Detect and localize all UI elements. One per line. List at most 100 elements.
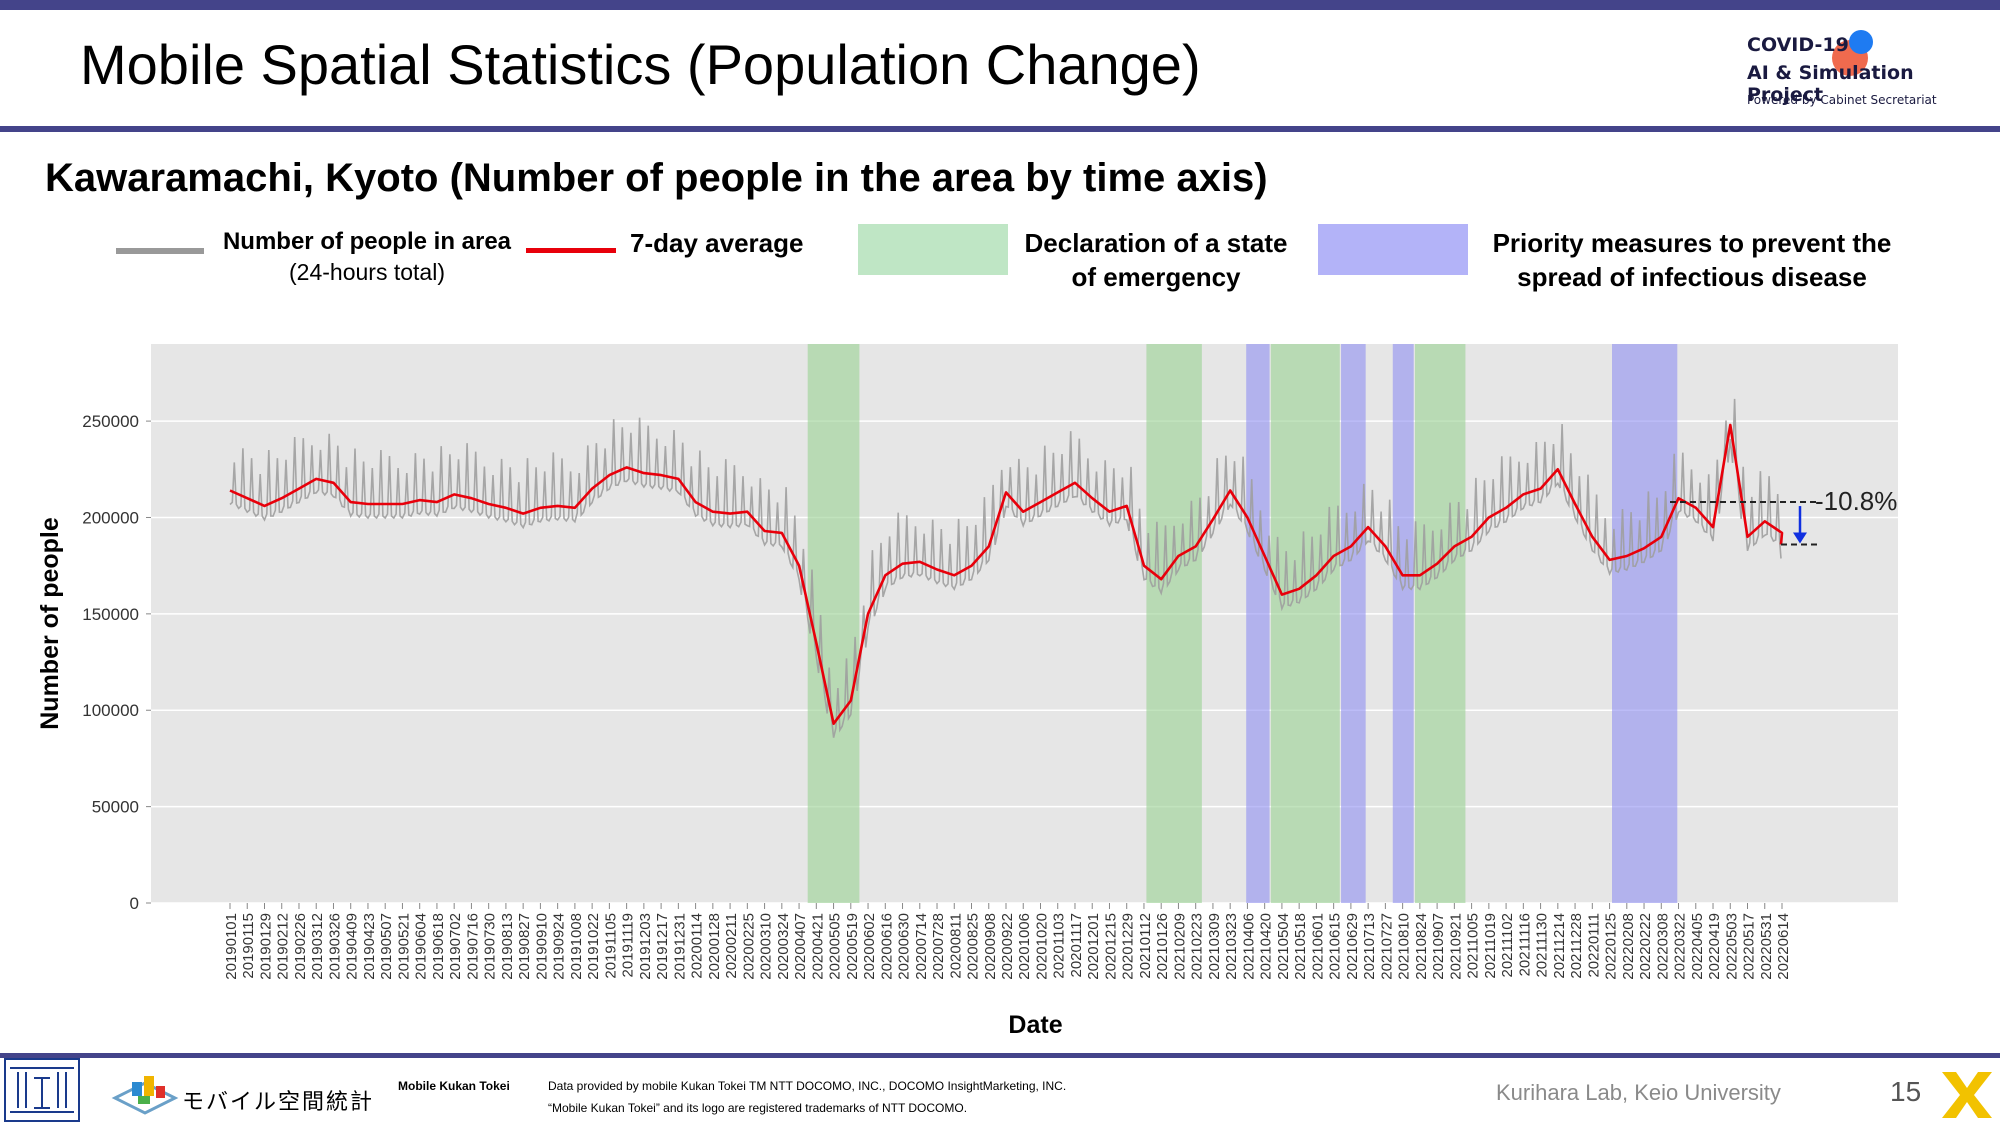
legend-emergency-label-line1: Declaration of a state — [1024, 228, 1288, 258]
x-tick-label: 20201103 — [1051, 913, 1068, 979]
x-tick-label: 20210713 — [1361, 913, 1378, 980]
x-tick-label: 20210601 — [1309, 913, 1326, 980]
x-tick-label: 20191022 — [585, 913, 602, 980]
page-number: 15 — [1890, 1076, 1922, 1107]
x-tick-label: 20200602 — [861, 913, 878, 980]
x-tick-label: 20200505 — [827, 913, 844, 980]
x-tick-label: 20210629 — [1344, 913, 1361, 980]
legend-emergency-label-line2: of emergency — [1071, 262, 1241, 292]
x-tick-label: 20190618 — [430, 913, 447, 980]
chart-subtitle: Kawaramachi, Kyoto (Number of people in … — [45, 156, 1268, 200]
legend-priority-label: Priority measures to prevent the spread … — [1474, 228, 1910, 293]
legend-avg-label: 7-day average — [630, 228, 830, 259]
x-tick-label: 20190827 — [516, 913, 533, 980]
legend-daily-line-swatch — [116, 248, 204, 254]
top-accent-bar — [0, 0, 2000, 10]
mobile-kukan-tokei-logo-icon — [111, 1076, 179, 1115]
annotation-arrow-head — [1793, 532, 1807, 544]
x-tick-label: 20210406 — [1240, 913, 1257, 980]
x-tick-label: 20200825 — [965, 913, 982, 980]
x-tick-label: 20200211 — [723, 913, 740, 979]
x-tick-label: 20191231 — [671, 913, 688, 980]
x-tick-label: 20200324 — [775, 913, 792, 980]
x-tick-label: 20211130 — [1534, 913, 1551, 978]
footer-credit-line2: “Mobile Kukan Tokei” and its logo are re… — [548, 1101, 968, 1115]
x-tick-label: 20190115 — [240, 913, 257, 979]
x-tick-label: 20200407 — [792, 913, 809, 980]
x-tick-label: 20210223 — [1189, 913, 1206, 980]
x-tick-label: 20220322 — [1672, 913, 1689, 980]
legend-priority-label-line2: spread of infectious disease — [1517, 262, 1867, 292]
x-tick-label: 20210518 — [1292, 913, 1309, 980]
x-tick-label: 20210112 — [1137, 913, 1154, 979]
x-tick-label: 20200728 — [930, 913, 947, 980]
legend-avg-line-swatch — [526, 248, 616, 253]
seven-day-average-series-line — [229, 423, 1784, 725]
x-tick-label: 20201229 — [1120, 913, 1137, 980]
x-tick-label: 20211214 — [1551, 913, 1568, 979]
x-tick-label: 20210126 — [1154, 913, 1171, 980]
x-tick-label: 20210323 — [1223, 913, 1240, 980]
logo-line3: Powered by Cabinet Secretariat — [1747, 93, 1937, 107]
x-tick-label: 20220531 — [1758, 913, 1775, 980]
x-tick-label: 20210615 — [1327, 913, 1344, 980]
x-tick-label: 20200310 — [758, 913, 775, 980]
y-axis-label: Number of people — [36, 517, 64, 730]
x-tick-label: 20200114 — [689, 913, 706, 979]
x-tick-label: 20210420 — [1258, 913, 1275, 980]
x-tick-label: 20211102 — [1499, 913, 1516, 978]
x-tick-label: 20190604 — [413, 913, 430, 980]
y-tick-label: 200000 — [82, 508, 139, 527]
x-tick-label: 20200225 — [740, 913, 757, 980]
annotation-label: -10.8% — [1815, 486, 1897, 516]
legend-avg-label-text: 7-day average — [630, 228, 804, 258]
x-tick-label: 20210309 — [1206, 913, 1223, 980]
priority-measures-period — [1246, 344, 1270, 903]
y-tick-label: 0 — [130, 894, 139, 913]
x-tick-label: 20190129 — [257, 913, 274, 980]
x-tick-label: 20190101 — [223, 913, 240, 980]
legend-daily-label-line2: (24-hours total) — [289, 259, 445, 285]
footer-divider — [0, 1053, 2000, 1058]
x-tick-label: 20210727 — [1378, 913, 1395, 980]
x-axis-label: Date — [1008, 1011, 1062, 1039]
x-tick-label: 20191105 — [602, 913, 619, 979]
emergency-period — [1414, 344, 1466, 903]
x-tick-label: 20220614 — [1775, 913, 1792, 980]
logo-circle-blue — [1849, 30, 1873, 54]
x-tick-label: 20200811 — [947, 913, 964, 979]
x-tick-label: 20201117 — [1068, 913, 1085, 978]
x-tick-label: 20200519 — [844, 913, 861, 980]
x-tick-label: 20191008 — [568, 913, 585, 980]
x-tick-label: 20191217 — [654, 913, 671, 980]
priority-measures-period — [1612, 344, 1678, 903]
x-tick-label: 20201201 — [1085, 913, 1102, 980]
x-tick-label: 20210921 — [1447, 913, 1464, 980]
plot-area — [151, 344, 1898, 903]
legend-daily-label-line1: Number of people in area — [222, 228, 512, 255]
x-tick-label: 20201020 — [1033, 913, 1050, 980]
x-tick-label: 20201215 — [1102, 913, 1119, 980]
x-tick-label: 20200714 — [913, 913, 930, 980]
x-logo-icon — [1942, 1072, 1992, 1118]
x-tick-label: 20201006 — [1016, 913, 1033, 980]
x-tick-label: 20211005 — [1465, 913, 1482, 979]
x-tick-label: 20190409 — [344, 913, 361, 980]
x-tick-label: 20220125 — [1603, 913, 1620, 980]
footer-credit-line1: Data provided by mobile Kukan Tokei TM N… — [548, 1079, 1067, 1093]
x-tick-label: 20200616 — [878, 913, 895, 980]
x-tick-label: 20210810 — [1396, 913, 1413, 980]
x-tick-label: 20191119 — [620, 913, 637, 978]
priority-measures-period — [1392, 344, 1414, 903]
legend-daily-label: Number of people in area (24-hours total… — [212, 228, 522, 286]
x-tick-label: 20190312 — [309, 913, 326, 980]
x-tick-label: 20190910 — [533, 913, 550, 980]
legend-priority-label-line1: Priority measures to prevent the — [1492, 228, 1892, 258]
legend-priority-swatch — [1318, 224, 1468, 275]
x-tick-label: 20190212 — [275, 913, 292, 980]
y-tick-label: 100000 — [82, 701, 139, 720]
logo-line2: AI & Simulation Project — [1747, 62, 1914, 106]
x-tick-label: 20211116 — [1516, 913, 1533, 976]
x-tick-label: 20190423 — [361, 913, 378, 980]
